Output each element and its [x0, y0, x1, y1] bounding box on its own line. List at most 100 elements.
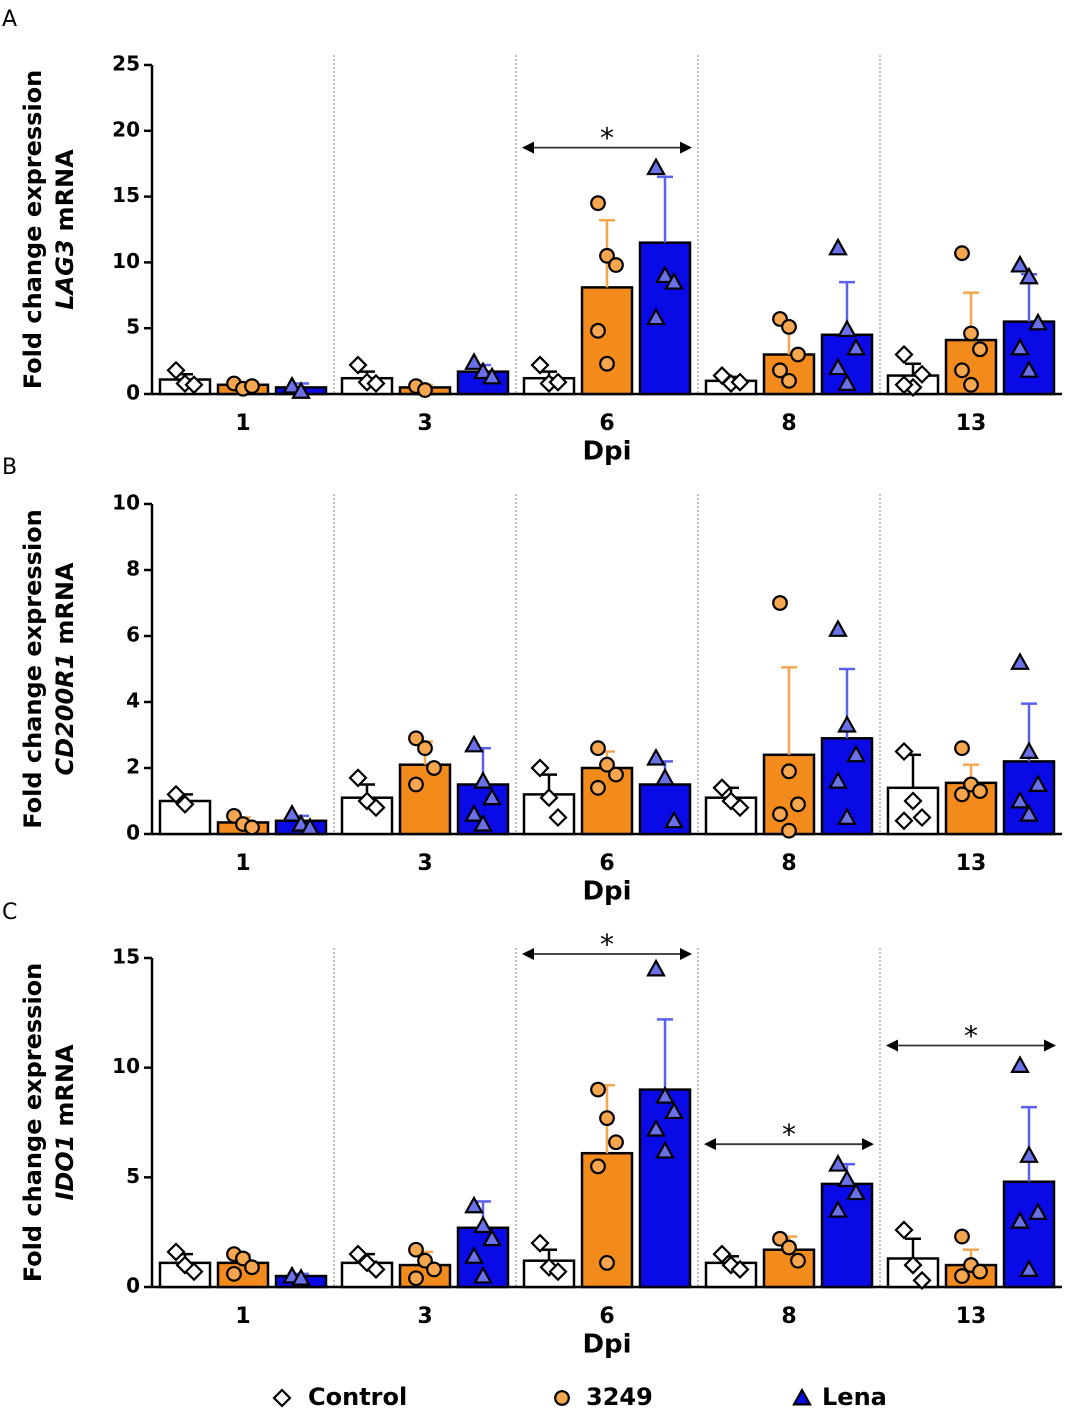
y-axis-label: Fold change expression CD200R1 mRNA — [19, 509, 79, 829]
data-point — [348, 355, 368, 375]
data-point — [772, 806, 788, 823]
data-point — [599, 1110, 615, 1127]
data-point — [730, 372, 750, 392]
data-point — [837, 807, 857, 825]
y-axis-label-line: Fold change expression — [19, 509, 47, 829]
bar — [1002, 320, 1056, 396]
data-point — [590, 322, 606, 339]
data-point — [846, 744, 866, 763]
data-point — [464, 803, 484, 822]
y-axis-label: Fold change expression LAG3 mRNA — [19, 70, 79, 390]
data-point — [408, 1270, 424, 1287]
data-point — [790, 1252, 806, 1269]
data-point — [175, 794, 195, 814]
significance-label: * — [600, 122, 614, 155]
data-point — [646, 157, 666, 176]
significance-label: * — [964, 1019, 978, 1052]
data-point — [366, 1259, 386, 1280]
data-point — [599, 355, 615, 372]
data-point — [1028, 312, 1048, 331]
data-point — [912, 1270, 932, 1290]
y-tick-label: 6 — [126, 623, 140, 647]
data-point — [608, 1134, 624, 1151]
data-point — [912, 807, 932, 828]
data-point — [894, 344, 914, 365]
data-point — [828, 357, 848, 376]
bar — [340, 796, 394, 836]
data-point — [837, 319, 857, 338]
y-axis-label: Fold change expression IDO1 mRNA — [19, 963, 79, 1283]
data-point — [655, 265, 675, 284]
data-point — [963, 325, 979, 342]
data-point — [828, 770, 848, 789]
data-point — [1028, 1202, 1048, 1220]
data-point — [244, 819, 260, 836]
data-point — [166, 360, 186, 380]
data-point — [646, 307, 666, 326]
data-point — [1019, 1259, 1039, 1277]
y-axis-label-gene: CD200R1 — [51, 653, 79, 776]
data-point — [903, 791, 923, 811]
y-tick-label: 5 — [126, 1164, 140, 1188]
data-point — [721, 1255, 741, 1275]
data-point — [1019, 266, 1039, 285]
data-point — [244, 1259, 260, 1276]
data-point — [426, 1261, 442, 1278]
x-tick-label: 8 — [781, 411, 796, 436]
bar — [580, 286, 634, 396]
data-point — [664, 810, 684, 829]
data-point — [282, 375, 302, 394]
bar — [580, 766, 634, 836]
data-point — [828, 1153, 848, 1172]
data-point — [1010, 254, 1030, 273]
data-point — [291, 381, 311, 399]
x-tick-label: 13 — [956, 851, 987, 876]
y-axis-label-line: Fold change expression — [19, 963, 47, 1283]
data-point — [828, 1199, 848, 1218]
y-tick-label: 10 — [112, 1054, 140, 1078]
data-point — [894, 1220, 914, 1240]
data-point — [646, 747, 666, 766]
y-axis-label-suffix: mRNA — [51, 1044, 79, 1127]
y-tick-label: 0 — [126, 381, 140, 405]
legend-label: Control — [308, 1383, 407, 1411]
data-point — [426, 760, 442, 776]
data-point — [590, 779, 606, 796]
x-tick-label: 6 — [599, 411, 614, 436]
data-point — [473, 1265, 493, 1284]
data-point — [417, 740, 433, 757]
data-point — [348, 768, 368, 788]
data-point — [539, 788, 559, 808]
data-point — [1010, 1055, 1030, 1073]
data-point — [473, 813, 493, 832]
data-point — [772, 362, 788, 379]
data-point — [1010, 1210, 1030, 1229]
bar — [820, 1182, 874, 1289]
data-point — [1019, 741, 1039, 759]
y-tick-label: 8 — [126, 557, 140, 581]
data-point — [548, 372, 568, 392]
panel-label: A — [2, 7, 17, 32]
data-point — [184, 1262, 204, 1282]
data-point — [408, 730, 424, 747]
y-tick-label: 0 — [126, 821, 140, 845]
data-point — [300, 817, 320, 835]
data-point — [837, 714, 857, 733]
data-point — [646, 958, 666, 977]
data-point — [828, 619, 848, 637]
data-point — [530, 1233, 550, 1253]
data-point — [175, 1255, 195, 1275]
data-point — [894, 741, 914, 762]
data-point — [655, 1140, 675, 1159]
x-tick-label: 6 — [599, 1304, 614, 1329]
data-point — [184, 375, 204, 395]
data-point — [664, 1101, 684, 1120]
data-point — [1028, 774, 1048, 792]
y-tick-label: 10 — [112, 249, 140, 273]
data-point — [894, 375, 914, 395]
y-axis-label-gene: LAG3 — [51, 239, 79, 309]
data-point — [655, 767, 675, 786]
legend-label: Lena — [822, 1383, 887, 1411]
data-point — [954, 245, 970, 262]
data-point — [972, 783, 988, 799]
